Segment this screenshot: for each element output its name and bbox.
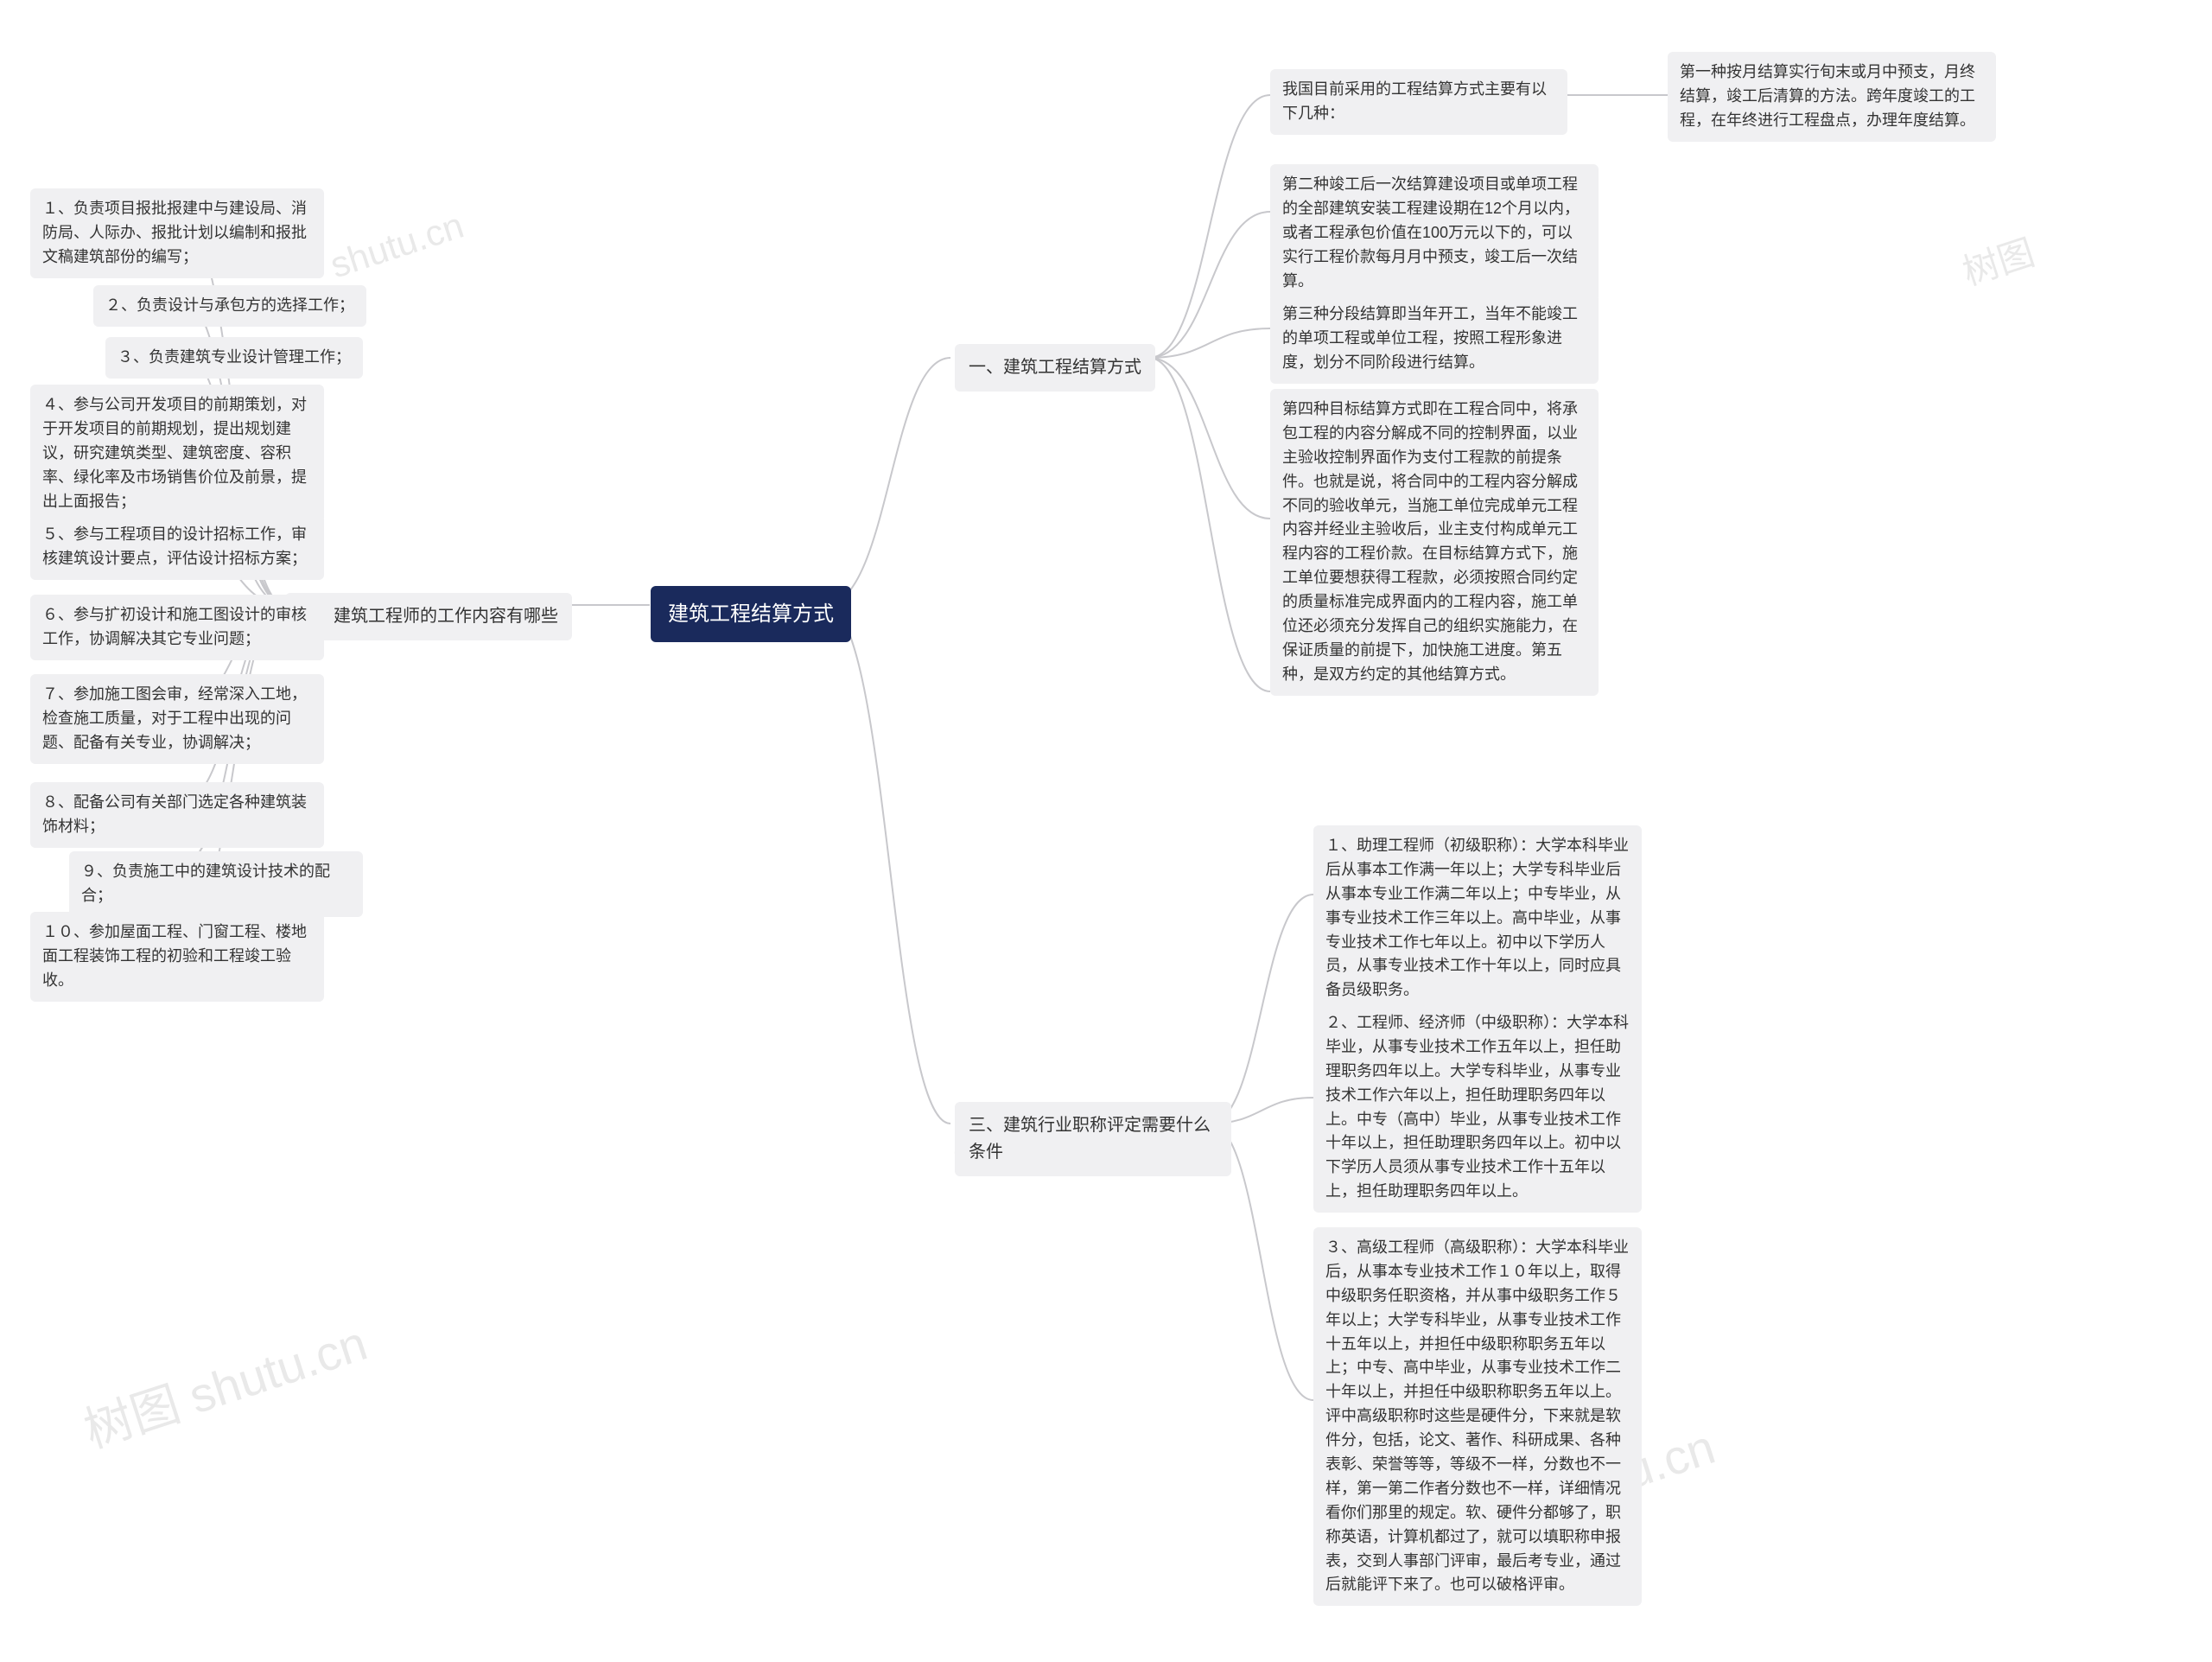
branch-1-label: 一、建筑工程结算方式	[969, 358, 1141, 377]
leaf-text: ６、参与扩初设计和施工图设计的审核工作，协调解决其它专业问题；	[42, 606, 307, 647]
b1-item-1: 第一种按月结算实行旬末或月中预支，月终结算，竣工后清算的方法。跨年度竣工的工程，…	[1668, 52, 1996, 142]
b2-item-4: ４、参与公司开发项目的前期策划，对于开发项目的前期规划，提出规划建议，研究建筑类…	[30, 385, 324, 522]
leaf-text: ２、工程师、经济师（中级职称）：大学本科毕业，从事专业技术工作五年以上，担任助理…	[1325, 1014, 1629, 1200]
b1-intro: 我国目前采用的工程结算方式主要有以下几种：	[1270, 69, 1567, 135]
b2-item-7: ７、参加施工图会审，经常深入工地，检查施工质量，对于工程中出现的问题、配备有关专…	[30, 674, 324, 764]
b2-item-8: ８、配备公司有关部门选定各种建筑装饰材料；	[30, 782, 324, 848]
root-node: 建筑工程结算方式	[651, 586, 851, 642]
leaf-text: 第二种竣工后一次结算建设项目或单项工程的全部建筑安装工程建设期在12个月以内，或…	[1282, 175, 1580, 290]
b2-item-2: ２、负责设计与承包方的选择工作；	[93, 285, 366, 327]
leaf-text: １、负责项目报批报建中与建设局、消防局、人际办、报批计划以编制和报批文稿建筑部份…	[42, 200, 307, 265]
b2-item-6: ６、参与扩初设计和施工图设计的审核工作，协调解决其它专业问题；	[30, 595, 324, 660]
branch-3-label: 三、建筑行业职称评定需要什么条件	[969, 1116, 1211, 1162]
watermark: shutu.cn	[325, 205, 468, 287]
b3-item-3: ３、高级工程师（高级职称）：大学本科毕业后，从事本专业技术工作１０年以上，取得中…	[1313, 1227, 1642, 1606]
watermark: 树图	[1955, 224, 2041, 296]
b2-item-3: ３、负责建筑专业设计管理工作；	[105, 337, 363, 379]
branch-1: 一、建筑工程结算方式	[955, 344, 1155, 392]
leaf-text: 第一种按月结算实行旬末或月中预支，月终结算，竣工后清算的方法。跨年度竣工的工程，…	[1680, 63, 1975, 129]
b3-item-1: １、助理工程师（初级职称）：大学本科毕业后从事本工作满一年以上；大学专科毕业后从…	[1313, 825, 1642, 1011]
leaf-text: ９、负责施工中的建筑设计技术的配合；	[81, 863, 330, 904]
b2-item-10: １０、参加屋面工程、门窗工程、楼地面工程装饰工程的初验和工程竣工验收。	[30, 912, 324, 1002]
leaf-text: ７、参加施工图会审，经常深入工地，检查施工质量，对于工程中出现的问题、配备有关专…	[42, 685, 307, 751]
leaf-text: １０、参加屋面工程、门窗工程、楼地面工程装饰工程的初验和工程竣工验收。	[42, 923, 307, 989]
leaf-text: ４、参与公司开发项目的前期策划，对于开发项目的前期规划，提出规划建议，研究建筑类…	[42, 396, 307, 510]
leaf-text: １、助理工程师（初级职称）：大学本科毕业后从事本工作满一年以上；大学专科毕业后从…	[1325, 837, 1629, 998]
b2-item-5: ５、参与工程项目的设计招标工作，审核建筑设计要点，评估设计招标方案；	[30, 514, 324, 580]
b1-item-2: 第二种竣工后一次结算建设项目或单项工程的全部建筑安装工程建设期在12个月以内，或…	[1270, 164, 1599, 302]
leaf-text: 第三种分段结算即当年开工，当年不能竣工的单项工程或单位工程，按照工程形象进度，划…	[1282, 305, 1578, 371]
leaf-text: ３、负责建筑专业设计管理工作；	[118, 348, 351, 366]
b2-item-9: ９、负责施工中的建筑设计技术的配合；	[69, 851, 363, 917]
branch-2: 二、建筑工程师的工作内容有哪些	[285, 593, 572, 640]
leaf-text: ２、负责设计与承包方的选择工作；	[105, 296, 354, 314]
leaf-text: ５、参与工程项目的设计招标工作，审核建筑设计要点，评估设计招标方案；	[42, 525, 307, 567]
b3-item-2: ２、工程师、经济师（中级职称）：大学本科毕业，从事专业技术工作五年以上，担任助理…	[1313, 1003, 1642, 1213]
branch-2-label: 二、建筑工程师的工作内容有哪些	[299, 607, 558, 626]
leaf-text: 第四种目标结算方式即在工程合同中，将承包工程的内容分解成不同的控制界面，以业主验…	[1282, 400, 1578, 683]
connector-layer	[0, 0, 2212, 1662]
b1-item-4: 第四种目标结算方式即在工程合同中，将承包工程的内容分解成不同的控制界面，以业主验…	[1270, 389, 1599, 696]
b2-item-1: １、负责项目报批报建中与建设局、消防局、人际办、报批计划以编制和报批文稿建筑部份…	[30, 188, 324, 278]
b1-item-3: 第三种分段结算即当年开工，当年不能竣工的单项工程或单位工程，按照工程形象进度，划…	[1270, 294, 1599, 384]
leaf-text: ３、高级工程师（高级职称）：大学本科毕业后，从事本专业技术工作１０年以上，取得中…	[1325, 1239, 1629, 1593]
branch-3: 三、建筑行业职称评定需要什么条件	[955, 1102, 1231, 1176]
leaf-text: ８、配备公司有关部门选定各种建筑装饰材料；	[42, 793, 307, 835]
b1-intro-text: 我国目前采用的工程结算方式主要有以下几种：	[1282, 80, 1547, 122]
watermark: 树图 shutu.cn	[74, 1305, 375, 1462]
root-label: 建筑工程结算方式	[668, 602, 834, 626]
